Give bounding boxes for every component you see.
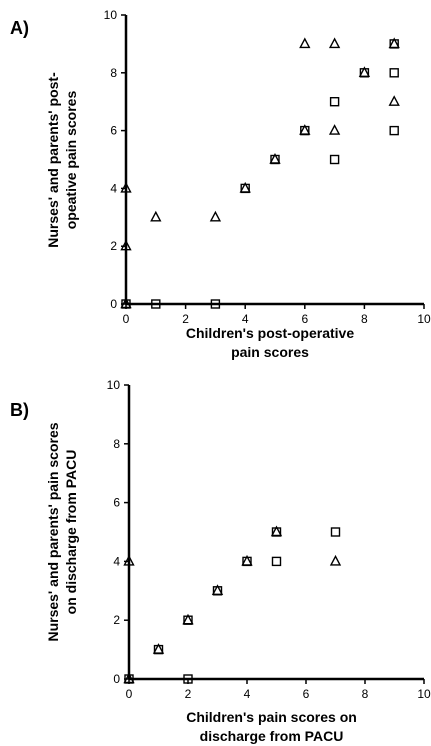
- y-axis-title: opeative pain scores: [63, 91, 79, 230]
- square-marker: [329, 96, 340, 107]
- square-marker: [183, 674, 193, 684]
- square-marker: [389, 68, 399, 78]
- y-axis-title: Nurses' and parents' pain scores: [45, 422, 61, 641]
- square-marker: [389, 125, 399, 136]
- x-tick-label: 0: [126, 687, 133, 701]
- y-tick-label: 10: [107, 378, 121, 392]
- y-axis-title: on discharge from PACU: [63, 450, 79, 615]
- triangle-marker: [120, 181, 132, 193]
- triangle-marker: [182, 613, 194, 625]
- square-marker: [271, 556, 282, 567]
- y-tick-label: 2: [110, 239, 117, 253]
- triangle-marker: [152, 643, 165, 654]
- y-axis-title: Nurses' and parents' post-: [45, 72, 61, 248]
- square-marker: [330, 527, 341, 537]
- triangle-marker: [123, 672, 135, 684]
- x-tick-label: 8: [361, 312, 368, 326]
- panel-label: A): [10, 18, 29, 38]
- x-tick-label: 6: [301, 312, 308, 326]
- panel-b: B) 0 2 4 6 8 10 0 2 4 6 8 10 Children's pain scores o…: [10, 378, 431, 744]
- y-tick-label: 0: [110, 297, 117, 311]
- square-marker: [329, 154, 340, 165]
- triangle-marker: [299, 37, 311, 49]
- triangle-marker: [269, 153, 281, 164]
- y-tick-label: 6: [113, 496, 120, 510]
- y-tick-label: 6: [110, 124, 117, 138]
- x-tick-label: 6: [303, 687, 310, 701]
- square-marker: [210, 299, 221, 309]
- y-tick-label: 8: [110, 66, 117, 80]
- x-tick-label: 0: [123, 312, 130, 326]
- panel-label: B): [10, 400, 29, 420]
- y-tick-label: 4: [110, 181, 117, 195]
- y-tick-label: 2: [113, 613, 120, 627]
- triangle-marker: [209, 210, 222, 222]
- triangle-marker: [329, 554, 342, 566]
- triangle-marker: [388, 37, 400, 49]
- x-tick-label: 2: [185, 687, 192, 701]
- x-axis-title: Children's post-operative: [186, 325, 354, 341]
- square-marker: [151, 299, 161, 309]
- x-tick-label: 10: [417, 312, 431, 326]
- triangle-marker: [120, 239, 132, 251]
- y-tick-label: 0: [113, 672, 120, 686]
- x-tick-label: 2: [182, 312, 189, 326]
- triangle-marker: [123, 554, 135, 566]
- triangle-marker: [239, 181, 251, 193]
- triangle-marker: [328, 37, 341, 49]
- triangle-marker: [120, 297, 132, 309]
- x-axis-title: Children's pain scores on: [186, 709, 357, 725]
- triangle-marker: [388, 95, 400, 106]
- x-tick-label: 4: [244, 687, 251, 701]
- x-axis-title: pain scores: [231, 344, 309, 360]
- triangle-marker: [299, 124, 311, 135]
- y-tick-label: 4: [113, 554, 120, 568]
- panel-a: A) 0 2 4 6 8 10 0 2 4 6 8 10 Children's post-operativ…: [10, 8, 431, 360]
- triangle-marker: [358, 66, 371, 78]
- triangle-marker: [150, 210, 162, 222]
- y-tick-label: 8: [113, 437, 120, 451]
- triangle-marker: [328, 124, 341, 135]
- x-axis-title: discharge from PACU: [200, 728, 344, 744]
- x-tick-label: 4: [242, 312, 249, 326]
- triangle-marker: [241, 554, 253, 566]
- triangle-marker: [211, 584, 224, 595]
- x-tick-label: 8: [362, 687, 369, 701]
- x-tick-label: 10: [417, 687, 431, 701]
- triangle-marker: [270, 525, 283, 537]
- y-tick-label: 10: [104, 8, 118, 22]
